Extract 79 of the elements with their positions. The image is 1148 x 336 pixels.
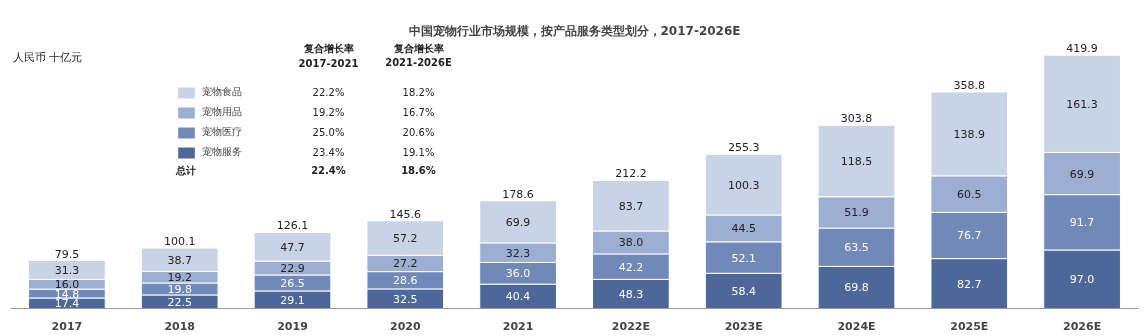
data-label: 22.9 <box>280 262 305 276</box>
data-label: 69.8 <box>844 281 869 295</box>
data-label: 52.1 <box>731 251 756 265</box>
data-label: 19.2 <box>167 271 192 285</box>
annotation: 22.4% <box>311 165 346 176</box>
data-label: 47.7 <box>280 240 305 254</box>
data-label: 138.9 <box>953 127 986 141</box>
total-label: 255.3 <box>727 141 760 155</box>
data-label: 19.8 <box>167 282 192 296</box>
annotation: 16.7% <box>402 107 435 118</box>
total-label: 79.5 <box>54 247 80 261</box>
data-label: 51.9 <box>844 206 869 220</box>
legend-label: 宠物医疗 <box>202 125 242 139</box>
data-label: 48.3 <box>618 287 644 301</box>
data-label: 58.4 <box>731 284 756 298</box>
chart-title: 中国宠物行业市场规模，按产品服务类型划分，2017-2026E <box>408 23 741 38</box>
data-label: 32.5 <box>393 292 418 306</box>
total-label: 126.1 <box>276 219 309 233</box>
annotation: 19.2% <box>312 107 345 118</box>
x-tick-label: 2025E <box>950 319 989 333</box>
text: 复合增长率 <box>302 43 354 54</box>
data-label: 76.7 <box>957 229 982 243</box>
annotation: 19.1% <box>402 147 435 158</box>
data-label: 17.4 <box>54 297 80 311</box>
x-tick-label: 2022E <box>611 319 650 333</box>
data-label: 26.5 <box>280 276 305 290</box>
data-label: 29.1 <box>280 293 305 307</box>
x-tick-label: 2021 <box>502 319 534 333</box>
data-label: 31.3 <box>54 263 80 277</box>
data-label: 82.7 <box>957 277 982 291</box>
annotation: 25.0% <box>312 127 345 138</box>
data-label: 161.3 <box>1066 97 1098 111</box>
data-label: 83.7 <box>618 199 644 213</box>
total-label: 212.2 <box>615 167 647 181</box>
legend-label: 宠物用品 <box>202 105 242 119</box>
data-label: 60.5 <box>957 188 982 202</box>
data-label: 42.2 <box>618 260 644 274</box>
data-label: 69.9 <box>505 215 531 229</box>
data-label: 38.0 <box>618 236 644 250</box>
data-label: 100.3 <box>727 178 760 192</box>
x-tick-label: 2018 <box>164 319 196 333</box>
annotation: 22.2% <box>312 87 345 98</box>
total-label: 100.1 <box>163 235 196 249</box>
annotation: 20.6% <box>402 127 435 138</box>
legend-label: 宠物食品 <box>202 85 242 99</box>
total-label: 358.8 <box>953 79 986 93</box>
data-label: 38.7 <box>167 253 192 267</box>
total-label: 145.6 <box>389 207 422 221</box>
text: 复合增长率 <box>392 43 444 54</box>
x-tick-label: 2020 <box>389 319 421 333</box>
annotation: 18.6% <box>401 165 436 176</box>
data-label: 32.3 <box>505 246 531 260</box>
data-label: 69.9 <box>1069 167 1095 181</box>
annotation: 总计 <box>174 165 196 176</box>
annotation: 18.2% <box>402 87 435 98</box>
total-label: 178.6 <box>502 187 534 201</box>
data-label: 40.4 <box>505 290 531 304</box>
data-label: 36.0 <box>505 267 531 281</box>
total-label: 419.9 <box>1066 42 1098 56</box>
data-label: 63.5 <box>844 241 869 255</box>
data-label: 91.7 <box>1069 216 1095 230</box>
total-label: 303.8 <box>840 112 873 126</box>
annotation: 2021-2026E <box>385 57 452 68</box>
annotation: 2017-2021 <box>298 57 359 69</box>
x-tick-label: 2026E <box>1063 319 1102 333</box>
data-label: 27.2 <box>393 257 418 271</box>
data-label: 44.5 <box>731 222 756 236</box>
x-tick-label: 2024E <box>837 319 876 333</box>
data-label: 97.0 <box>1069 273 1095 287</box>
annotation: 23.4% <box>312 147 345 158</box>
legend-label: 宠物服务 <box>202 145 242 159</box>
y-axis-title: 人民币 十亿元 <box>12 50 82 64</box>
data-label: 22.5 <box>167 295 192 309</box>
x-tick-label: 2023E <box>724 319 763 333</box>
data-label: 28.6 <box>393 274 418 288</box>
data-label: 118.5 <box>840 155 873 169</box>
x-tick-label: 2019 <box>277 319 308 333</box>
data-label: 57.2 <box>393 231 418 245</box>
x-tick-label: 2017 <box>51 319 83 333</box>
